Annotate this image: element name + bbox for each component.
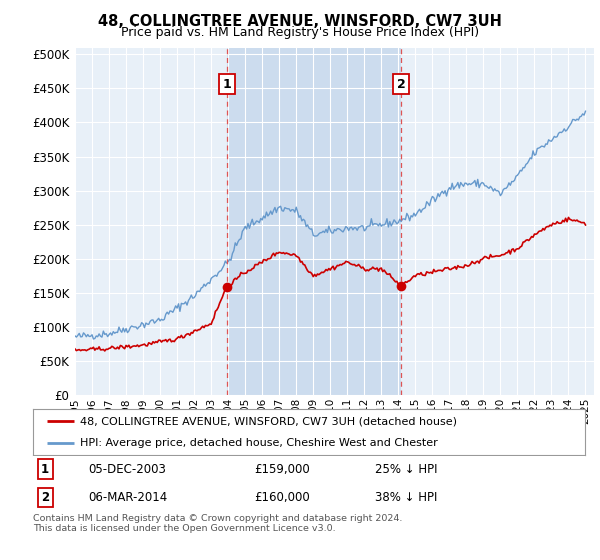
Text: £159,000: £159,000 (254, 463, 310, 475)
Text: 2: 2 (397, 77, 406, 91)
Text: 05-DEC-2003: 05-DEC-2003 (88, 463, 166, 475)
Text: 25% ↓ HPI: 25% ↓ HPI (375, 463, 438, 475)
Text: Contains HM Land Registry data © Crown copyright and database right 2024.
This d: Contains HM Land Registry data © Crown c… (33, 514, 403, 534)
Bar (227, 48, 401, 395)
Text: 2: 2 (41, 491, 49, 504)
Text: 1: 1 (223, 77, 231, 91)
Text: 48, COLLINGTREE AVENUE, WINSFORD, CW7 3UH (detached house): 48, COLLINGTREE AVENUE, WINSFORD, CW7 3U… (80, 416, 457, 426)
Text: £160,000: £160,000 (254, 491, 310, 504)
Text: Price paid vs. HM Land Registry's House Price Index (HPI): Price paid vs. HM Land Registry's House … (121, 26, 479, 39)
Text: 06-MAR-2014: 06-MAR-2014 (88, 491, 167, 504)
Text: HPI: Average price, detached house, Cheshire West and Chester: HPI: Average price, detached house, Ches… (80, 438, 437, 448)
Text: 38% ↓ HPI: 38% ↓ HPI (375, 491, 437, 504)
Text: 1: 1 (41, 463, 49, 475)
Text: 48, COLLINGTREE AVENUE, WINSFORD, CW7 3UH: 48, COLLINGTREE AVENUE, WINSFORD, CW7 3U… (98, 14, 502, 29)
